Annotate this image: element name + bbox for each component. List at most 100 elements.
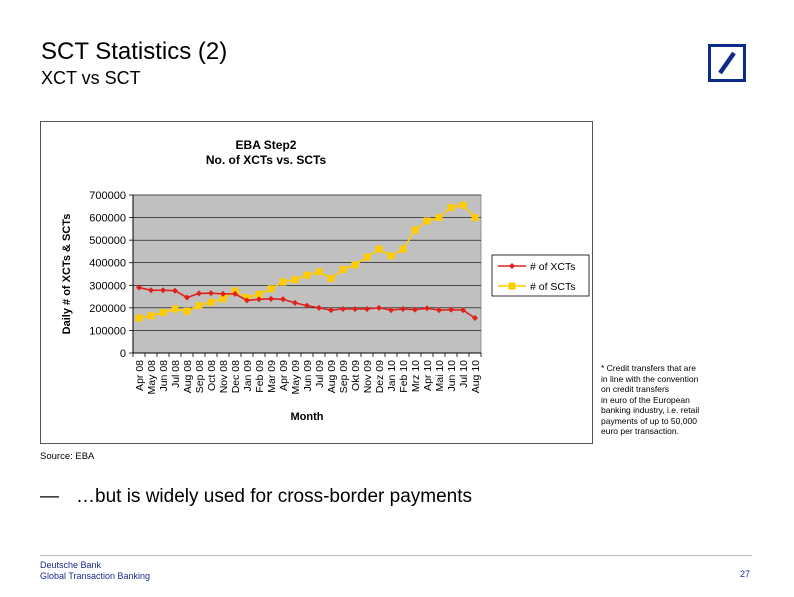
data-point <box>195 302 203 310</box>
data-point <box>399 245 407 253</box>
data-point <box>255 290 263 298</box>
footer: Deutsche Bank Global Transaction Banking <box>40 560 150 582</box>
legend-box <box>491 254 590 297</box>
x-tick-label: Nov 08 <box>218 360 230 393</box>
data-point <box>172 287 178 294</box>
x-tick-label: Mrz 10 <box>410 360 422 392</box>
x-tick-label: Feb 10 <box>398 360 410 393</box>
data-point <box>340 305 346 312</box>
data-point <box>148 287 154 294</box>
data-point <box>135 314 143 322</box>
data-point <box>267 285 275 293</box>
x-tick-label: Dec 08 <box>230 360 242 393</box>
y-tick-label: 600000 <box>89 213 126 225</box>
footnote-line: banking industry, i.e. retail <box>601 405 700 415</box>
data-point <box>460 307 466 314</box>
data-point <box>280 296 286 303</box>
x-tick-label: May 08 <box>146 360 158 395</box>
y-tick-label: 0 <box>120 348 126 360</box>
footnote: * Credit transfers that are in line with … <box>601 363 731 437</box>
data-point <box>147 312 155 320</box>
x-tick-label: Oct 08 <box>206 360 218 391</box>
y-axis-label: Daily # of XCTs & SCTs <box>61 214 73 335</box>
footnote-line: payments of up to 50,000 <box>601 415 697 426</box>
data-point <box>184 294 190 301</box>
x-tick-label: May 09 <box>290 360 302 395</box>
page-number: 27 <box>740 569 751 579</box>
legend-marker <box>508 282 516 290</box>
chart-subtitle: No. of XCTs vs. SCTs <box>206 153 327 167</box>
bullet-dash: — <box>40 486 59 507</box>
data-point <box>375 245 383 253</box>
data-point <box>339 265 347 273</box>
chart-frame: EBA Step2 No. of XCTs vs. SCTs 0 100000 2000… <box>40 121 593 444</box>
data-point <box>459 201 467 209</box>
data-point <box>412 306 418 313</box>
source-text: Source: EBA <box>40 451 95 462</box>
data-point <box>472 315 478 322</box>
footnote-line: euro per transaction. <box>601 426 679 436</box>
data-point <box>364 305 370 312</box>
legend-marker <box>509 263 515 269</box>
data-point <box>279 278 287 286</box>
y-tick-label: 100000 <box>89 325 126 337</box>
data-point <box>435 214 443 222</box>
data-point <box>411 226 419 234</box>
x-tick-label: Apr 09 <box>278 360 290 391</box>
data-point <box>136 284 142 291</box>
logo-slash <box>718 51 736 75</box>
x-tick-label: Aug 10 <box>470 360 482 393</box>
data-point <box>448 306 454 313</box>
data-point <box>471 214 479 222</box>
y-tick-label: 200000 <box>89 303 126 315</box>
data-point <box>208 290 214 297</box>
x-tick-label: Jan 10 <box>386 360 398 392</box>
x-tick-label: Jan 09 <box>242 360 254 392</box>
data-point <box>159 308 167 316</box>
page-title: SCT Statistics (2) <box>41 38 228 65</box>
data-point <box>351 261 359 269</box>
data-point <box>352 305 358 312</box>
x-tick-label: Jul 09 <box>314 360 326 388</box>
data-point <box>303 271 311 279</box>
data-point <box>220 290 226 297</box>
data-point <box>160 287 166 294</box>
x-tick-label: Aug 09 <box>326 360 338 393</box>
data-point <box>315 268 323 276</box>
data-point <box>268 295 274 302</box>
data-point <box>207 298 215 306</box>
legend-label: # of SCTs <box>530 281 576 293</box>
x-tick-label: Feb 09 <box>254 360 266 393</box>
bullet-text: …but is widely used for cross-border pay… <box>76 486 472 507</box>
x-tick-label: Jul 10 <box>458 360 470 388</box>
data-point <box>292 299 298 306</box>
x-tick-label: Jun 10 <box>446 360 458 392</box>
x-tick-label: Apr 08 <box>134 360 146 391</box>
data-point <box>447 203 455 211</box>
y-tick-label: 700000 <box>89 190 126 202</box>
x-tick-label: Aug 08 <box>182 360 194 393</box>
bullet-point: — …but is widely used for cross-border pa… <box>40 486 472 508</box>
data-point <box>423 217 431 225</box>
data-point <box>388 307 394 314</box>
x-tick-label: Okt 09 <box>350 360 362 391</box>
data-point <box>219 295 227 303</box>
data-point <box>183 307 191 315</box>
data-point <box>171 305 179 313</box>
footer-divider <box>40 555 752 556</box>
data-point <box>328 307 334 314</box>
x-tick-label: Apr 10 <box>422 360 434 391</box>
y-tick-label: 300000 <box>89 280 126 292</box>
data-point <box>256 296 262 303</box>
data-point <box>363 253 371 261</box>
data-point <box>424 305 430 312</box>
x-tick-label: Mai 10 <box>434 360 446 392</box>
data-point <box>387 252 395 260</box>
x-tick-label: Sep 08 <box>194 360 206 393</box>
data-point <box>196 290 202 297</box>
footnote-line: in euro of the European <box>601 394 690 405</box>
x-tick-label: Jun 08 <box>158 360 170 392</box>
data-point <box>376 304 382 311</box>
data-point <box>436 307 442 314</box>
